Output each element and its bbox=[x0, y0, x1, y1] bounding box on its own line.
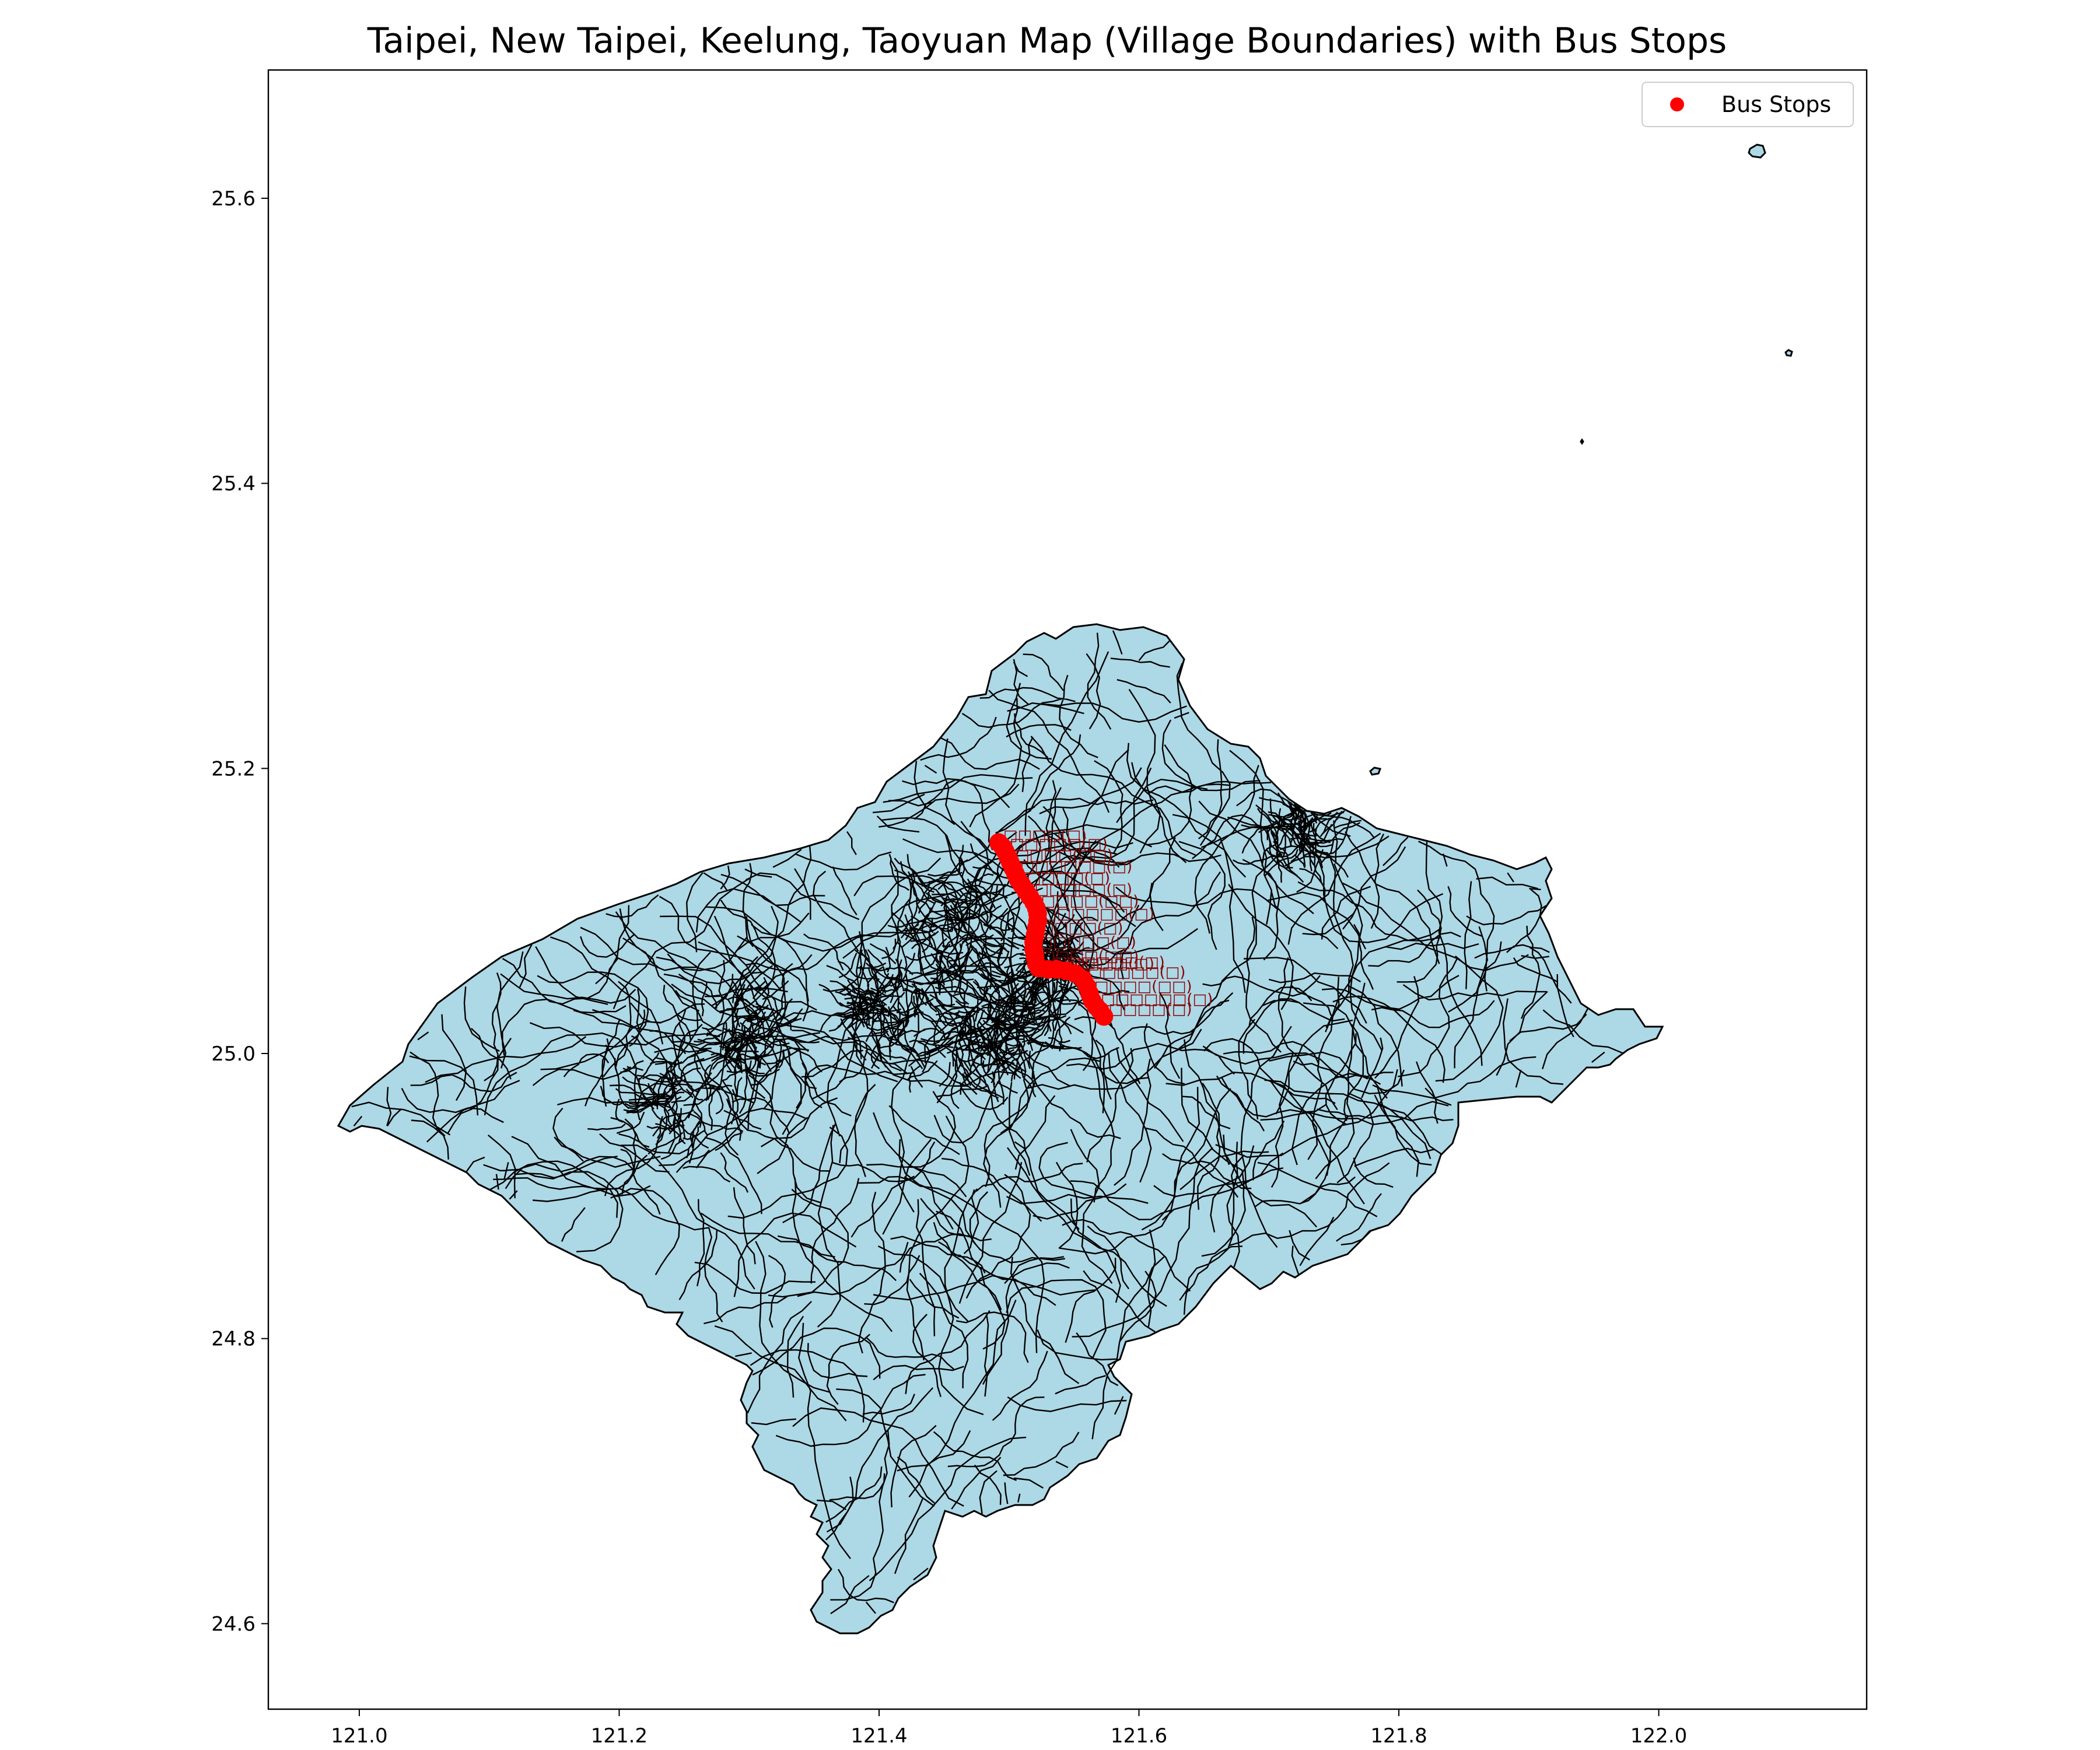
bus-stop-label: □□□□□(□) bbox=[1088, 964, 1186, 981]
bus-stop-label: □□□□□□(□) bbox=[1101, 991, 1213, 1008]
island bbox=[1580, 438, 1584, 445]
land-mass bbox=[337, 623, 1664, 1634]
bus-stop-label: □□□□□□(□) bbox=[1020, 858, 1132, 876]
village-boundaries bbox=[351, 630, 1623, 1615]
y-tick-label: 24.6 bbox=[211, 1612, 256, 1636]
bus-stop-label: □□□□(□□) bbox=[1015, 847, 1113, 864]
island bbox=[1784, 349, 1793, 357]
plot-area: □□□□(□)□□□□□(□)□□□□(□□)□□□□□□(□)□□□□(□)□… bbox=[337, 144, 1793, 1634]
bus-stop-label: □□□□(□) bbox=[1003, 827, 1087, 844]
x-tick-label: 121.6 bbox=[1111, 1724, 1167, 1748]
bus-stop-label: □□□□(□) bbox=[1071, 955, 1154, 972]
legend-box bbox=[1642, 82, 1854, 127]
village-boundary-lines bbox=[351, 630, 1623, 1615]
bus-stops-layer bbox=[989, 833, 1114, 1026]
bus-stop-label: □□□□□(□) bbox=[1038, 934, 1136, 951]
x-axis: 121.0 121.2 121.4 121.6 121.8 122.0 bbox=[331, 1709, 1687, 1748]
bus-stop-label: □□□□(□) bbox=[1040, 919, 1123, 937]
y-tick-label: 25.0 bbox=[211, 1042, 256, 1066]
x-tick-label: 122.0 bbox=[1630, 1724, 1687, 1748]
y-axis: 24.6 24.8 25.0 25.2 25.4 25.6 bbox=[211, 187, 268, 1636]
y-tick-label: 24.8 bbox=[211, 1328, 256, 1351]
bus-stop-label: □□□□□(□) bbox=[1034, 881, 1132, 898]
y-tick-label: 25.2 bbox=[211, 757, 256, 780]
axes-frame bbox=[267, 69, 1868, 1710]
bus-stop-label: □□□□□(□) bbox=[1010, 835, 1108, 853]
island bbox=[1748, 144, 1766, 159]
chart-title: Taipei, New Taipei, Keelung, Taoyuan Map… bbox=[367, 20, 1727, 61]
x-tick-label: 121.8 bbox=[1370, 1724, 1427, 1748]
x-tick-label: 121.2 bbox=[591, 1724, 648, 1748]
bus-stop-labels: □□□□(□)□□□□□(□)□□□□(□□)□□□□□□(□)□□□□(□)□… bbox=[1003, 827, 1213, 1018]
bus-stop-label: □□□□(□) bbox=[1027, 870, 1110, 887]
x-tick-label: 121.4 bbox=[850, 1724, 907, 1748]
legend: Bus Stops bbox=[1642, 82, 1854, 127]
y-tick-label: 25.6 bbox=[211, 187, 256, 211]
land-layer bbox=[337, 144, 1793, 1634]
bus-stop-point bbox=[1094, 1007, 1114, 1026]
island bbox=[1369, 766, 1382, 776]
legend-marker-bus-stops bbox=[1670, 97, 1684, 111]
legend-label-bus-stops: Bus Stops bbox=[1721, 92, 1831, 117]
bus-stop-label: □□□□(□□) bbox=[1041, 892, 1139, 910]
bus-stop-label: □□□□(□) bbox=[1108, 1000, 1192, 1018]
y-tick-label: 25.4 bbox=[211, 473, 256, 496]
bus-stop-label: □□□□(□□) bbox=[1094, 978, 1192, 995]
x-tick-label: 121.0 bbox=[331, 1724, 387, 1748]
bus-stop-label: □□□□□□(□) bbox=[1042, 905, 1154, 923]
